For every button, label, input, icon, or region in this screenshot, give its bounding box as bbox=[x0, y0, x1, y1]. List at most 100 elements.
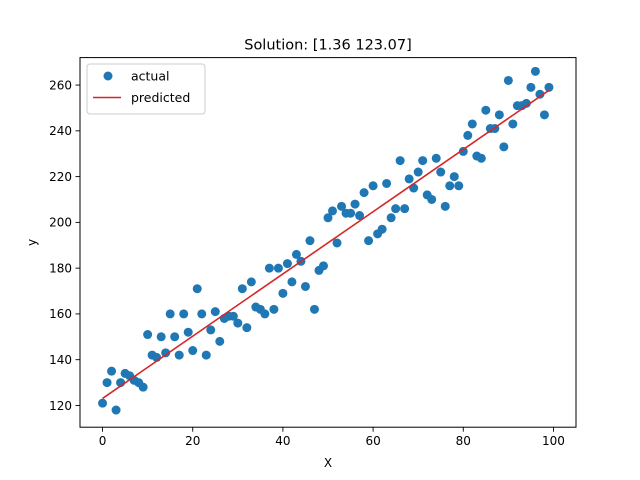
data-point bbox=[318, 261, 328, 271]
data-point bbox=[503, 75, 513, 85]
data-point bbox=[197, 309, 207, 319]
data-point bbox=[206, 325, 216, 335]
data-point bbox=[215, 336, 225, 346]
data-point bbox=[355, 211, 365, 221]
data-point bbox=[508, 119, 518, 129]
y-tick-label: 120 bbox=[49, 399, 72, 413]
data-point bbox=[201, 350, 211, 360]
data-point bbox=[287, 277, 297, 287]
data-point bbox=[458, 146, 468, 156]
data-point bbox=[300, 281, 310, 291]
data-point bbox=[179, 309, 189, 319]
data-point bbox=[188, 346, 198, 356]
y-tick-label: 160 bbox=[49, 307, 72, 321]
data-point bbox=[143, 330, 153, 340]
y-axis-ticks: 120 140 160 180 200 220 240 260 bbox=[49, 78, 80, 413]
data-point bbox=[544, 82, 554, 92]
data-point bbox=[161, 348, 171, 358]
data-point bbox=[382, 178, 392, 188]
data-point bbox=[413, 167, 423, 177]
data-point bbox=[404, 174, 414, 184]
data-point bbox=[282, 259, 292, 269]
data-point bbox=[165, 309, 175, 319]
y-axis-label: y bbox=[25, 239, 39, 246]
y-tick-label: 200 bbox=[49, 216, 72, 230]
data-point bbox=[138, 382, 148, 392]
data-point bbox=[102, 378, 112, 388]
legend-label: actual bbox=[131, 69, 170, 84]
data-point bbox=[391, 204, 401, 214]
data-point bbox=[445, 181, 455, 191]
data-point bbox=[170, 332, 180, 342]
data-point bbox=[107, 366, 117, 376]
data-point bbox=[368, 181, 378, 191]
data-point bbox=[494, 110, 504, 120]
data-point bbox=[260, 309, 270, 319]
data-point bbox=[233, 318, 243, 328]
data-point bbox=[305, 236, 315, 246]
chart-title: Solution: [1.36 123.07] bbox=[244, 38, 412, 54]
y-tick-label: 240 bbox=[49, 124, 72, 138]
x-axis-label: X bbox=[324, 456, 332, 470]
data-marks bbox=[98, 66, 554, 415]
legend-label: predicted bbox=[131, 90, 190, 105]
y-tick-label: 180 bbox=[49, 261, 72, 275]
data-point bbox=[156, 332, 166, 342]
data-point bbox=[174, 350, 184, 360]
data-point bbox=[291, 249, 301, 259]
data-point bbox=[273, 263, 283, 273]
data-point bbox=[309, 304, 319, 314]
data-point bbox=[377, 224, 387, 234]
x-tick-label: 0 bbox=[99, 434, 107, 448]
axes-frame bbox=[79, 57, 577, 428]
data-point bbox=[350, 199, 360, 209]
data-point bbox=[111, 405, 121, 415]
data-point bbox=[346, 208, 356, 218]
y-tick-label: 140 bbox=[49, 353, 72, 367]
data-point bbox=[264, 263, 274, 273]
data-point bbox=[427, 194, 437, 204]
x-tick-label: 40 bbox=[275, 434, 290, 448]
data-point bbox=[210, 307, 220, 317]
data-point bbox=[400, 204, 410, 214]
plot-area bbox=[79, 57, 577, 428]
data-point bbox=[449, 172, 459, 182]
legend: actual predicted bbox=[86, 63, 206, 115]
data-point bbox=[481, 105, 491, 115]
data-point bbox=[395, 156, 405, 166]
data-point bbox=[386, 213, 396, 223]
data-point bbox=[436, 167, 446, 177]
x-tick-label: 60 bbox=[365, 434, 380, 448]
data-point bbox=[521, 98, 531, 108]
legend-box bbox=[86, 63, 206, 115]
data-point bbox=[530, 66, 540, 76]
data-point bbox=[431, 153, 441, 163]
data-point bbox=[454, 181, 464, 191]
predicted-line bbox=[102, 89, 550, 400]
data-point bbox=[278, 288, 288, 298]
data-point bbox=[183, 327, 193, 337]
y-tick-label: 260 bbox=[49, 78, 72, 92]
data-point bbox=[467, 119, 477, 129]
data-point bbox=[440, 201, 450, 211]
data-point bbox=[418, 156, 428, 166]
x-tick-label: 20 bbox=[185, 434, 200, 448]
x-axis-ticks: 0 20 40 60 80 100 bbox=[99, 427, 565, 448]
data-point bbox=[237, 284, 247, 294]
data-point bbox=[499, 142, 509, 152]
data-point bbox=[328, 206, 338, 216]
data-point bbox=[269, 304, 279, 314]
x-tick-label: 100 bbox=[542, 434, 565, 448]
y-tick-label: 220 bbox=[49, 170, 72, 184]
data-point bbox=[228, 311, 238, 321]
data-point bbox=[359, 188, 369, 198]
data-point bbox=[246, 277, 256, 287]
x-tick-label: 80 bbox=[456, 434, 471, 448]
data-point bbox=[364, 236, 374, 246]
data-point bbox=[526, 82, 536, 92]
data-point bbox=[332, 238, 342, 248]
data-point bbox=[242, 323, 252, 333]
data-point bbox=[476, 153, 486, 163]
data-point bbox=[323, 213, 333, 223]
